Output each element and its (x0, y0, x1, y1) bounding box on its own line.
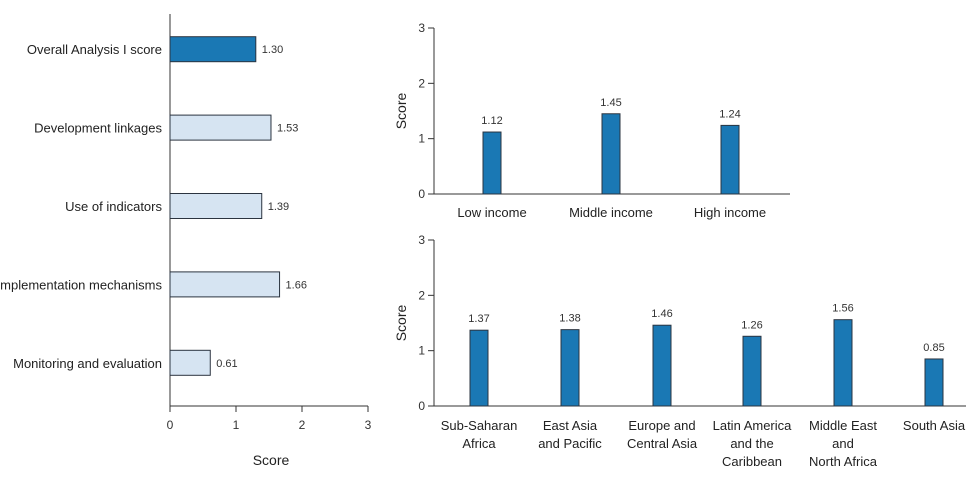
data-label: 1.30 (262, 44, 283, 56)
y-tick-label: 3 (418, 21, 425, 35)
category-label: Africa (462, 436, 496, 451)
y-tick-label: 0 (418, 399, 425, 413)
y-axis-title: Score (393, 93, 409, 130)
category-label: Implementation mechanisms (0, 277, 162, 292)
category-label: Middle income (569, 205, 653, 220)
x-tick-label: 1 (233, 418, 240, 432)
bar (833, 319, 853, 407)
category-label: Central Asia (627, 436, 698, 451)
income-bar-chart: 0 1 2 3 Score 1.12 Low income 1.45 Middle income… (393, 21, 790, 220)
category-label: and Pacific (538, 436, 602, 451)
bar (169, 114, 272, 141)
bar (169, 36, 257, 63)
data-label: 1.12 (481, 115, 502, 127)
x-tick-label: 0 (167, 418, 174, 432)
data-label: 1.24 (719, 108, 740, 120)
data-label: 1.53 (277, 123, 298, 135)
region-bar-chart: 0 1 2 3 Score 1.37 Sub-Saharan Africa 1.38 East A… (393, 233, 966, 469)
category-label: Use of indicators (65, 199, 162, 214)
category-label: and the (730, 436, 773, 451)
category-label: Monitoring and evaluation (13, 356, 162, 371)
data-label: 1.39 (268, 201, 289, 213)
data-label: 1.45 (600, 97, 621, 109)
category-label: Development linkages (34, 121, 162, 136)
category-label: East Asia (543, 418, 598, 433)
bar (482, 131, 502, 195)
bar (469, 329, 489, 407)
components-bar-chart: Overall Analysis I score 1.30 Development … (0, 14, 372, 468)
category-label: North Africa (809, 454, 878, 469)
y-tick-label: 3 (418, 233, 425, 247)
category-label: Low income (457, 205, 526, 220)
y-tick-label: 0 (418, 187, 425, 201)
bar (720, 124, 740, 195)
x-tick-label: 2 (299, 418, 306, 432)
bar (169, 193, 263, 219)
bar (601, 113, 621, 195)
y-axis-title: Score (393, 305, 409, 342)
bar (924, 358, 944, 407)
category-label: Overall Analysis I score (27, 42, 162, 57)
data-label: 1.26 (741, 319, 762, 331)
bar (652, 324, 672, 407)
y-tick-label: 1 (418, 344, 425, 358)
bar (742, 335, 762, 407)
category-label: South Asia (903, 418, 966, 433)
y-tick-label: 2 (418, 288, 425, 302)
category-label: Europe and (628, 418, 695, 433)
category-label: High income (694, 205, 766, 220)
data-label: 0.61 (216, 358, 237, 370)
data-label: 0.85 (923, 342, 944, 354)
category-label: Sub-Saharan (441, 418, 518, 433)
y-tick-label: 2 (418, 76, 425, 90)
bar (169, 349, 211, 376)
category-label: Caribbean (722, 454, 782, 469)
x-axis-title: Score (253, 452, 290, 468)
data-label: 1.46 (651, 308, 672, 320)
data-label: 1.37 (468, 313, 489, 325)
bar (560, 329, 580, 407)
category-label: and (832, 436, 854, 451)
category-label: Middle East (809, 418, 877, 433)
bar (169, 271, 281, 298)
data-label: 1.66 (286, 279, 307, 291)
data-label: 1.38 (559, 313, 580, 325)
y-tick-label: 1 (418, 132, 425, 146)
x-tick-label: 3 (365, 418, 372, 432)
data-label: 1.56 (832, 303, 853, 315)
category-label: Latin America (713, 418, 793, 433)
